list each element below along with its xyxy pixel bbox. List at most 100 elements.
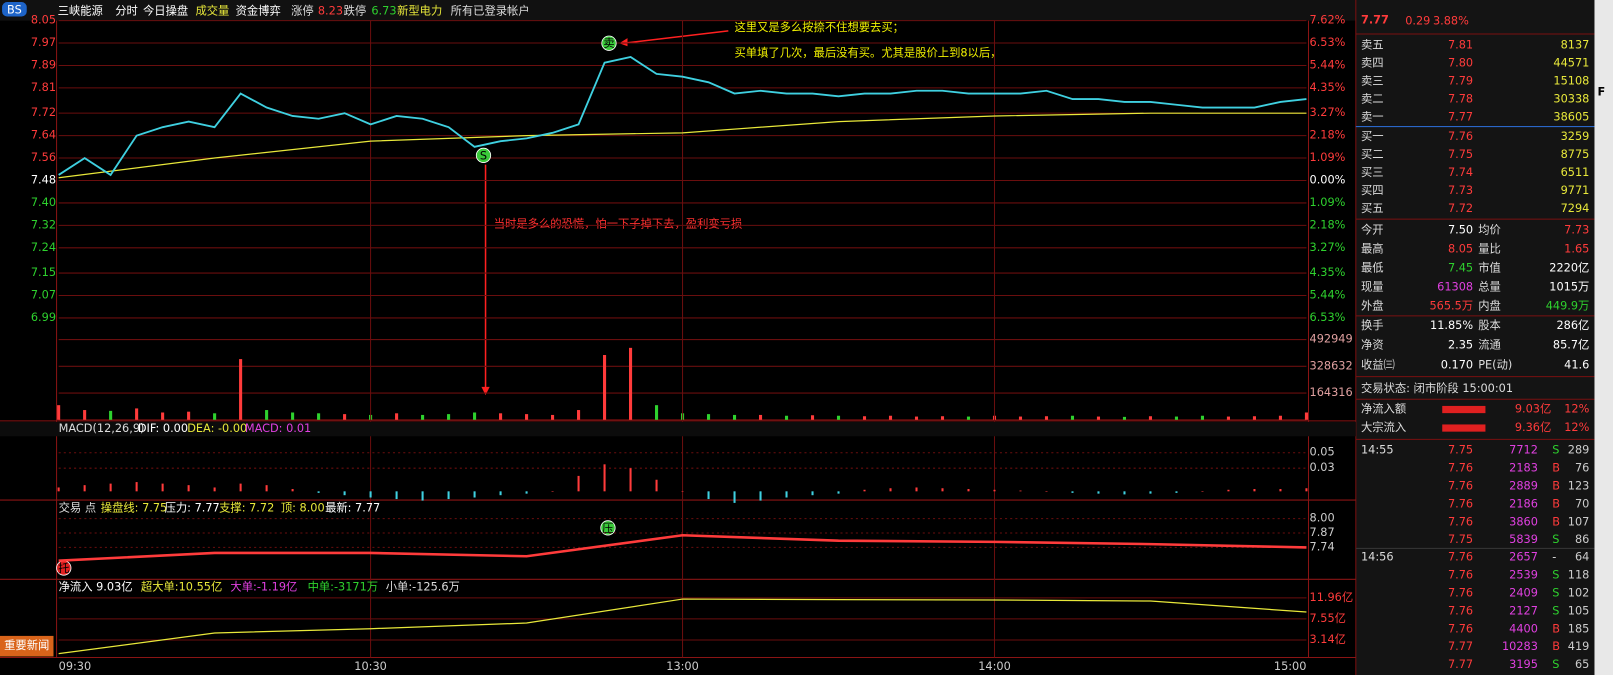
volume-bar: [1122, 416, 1127, 420]
price-tick-label: 7.15: [31, 266, 56, 279]
flow-label: 净流入额: [1361, 402, 1406, 416]
stat-value: 1015万: [1549, 281, 1589, 294]
inflow-tick-label: 7.55亿: [1310, 612, 1346, 625]
macd-bar: [915, 487, 918, 492]
book-volume: 30338: [1553, 92, 1589, 105]
stat-label: 均价: [1478, 223, 1501, 236]
inflow-item: 大单:-1.19亿: [230, 580, 297, 594]
marker-label: 压: [602, 522, 613, 535]
macd-title: MACD(12,26,9): [59, 422, 145, 435]
book-price: 7.74: [1448, 166, 1473, 179]
stat-value: 1.65: [1564, 243, 1589, 256]
stat-label: 内盘: [1478, 299, 1501, 313]
tick-volume: 2183: [1509, 462, 1538, 475]
price-tick-label: 7.24: [31, 241, 56, 254]
macd-bar: [83, 485, 86, 492]
volume-bar: [551, 414, 555, 420]
book-price: 7.76: [1448, 130, 1473, 143]
book-label: 卖三: [1361, 74, 1384, 87]
volume-bar: [940, 416, 945, 420]
volume-bar: [317, 413, 321, 420]
pct-tick-label: 6.53%: [1310, 36, 1346, 49]
tick-price: 7.76: [1448, 462, 1473, 475]
quote-price: 7.77: [1361, 14, 1389, 27]
book-label: 卖五: [1361, 38, 1384, 51]
tab[interactable]: 成交量: [195, 3, 229, 17]
tick-price: 7.76: [1448, 515, 1473, 528]
tick-side: S: [1552, 604, 1559, 617]
tick-time: 14:55: [1361, 444, 1394, 457]
volume-bar: [914, 416, 919, 420]
volume-bar: [213, 413, 217, 420]
book-price: 7.72: [1448, 202, 1473, 215]
macd-bar: [629, 468, 632, 492]
macd-bar: [265, 485, 268, 492]
pct-tick-label: 5.44%: [1310, 58, 1346, 71]
stat-label: 收益㈢: [1361, 357, 1395, 371]
stat-value: 7.73: [1564, 223, 1589, 236]
macd-bar: [733, 491, 736, 503]
stat-value: 0.170: [1441, 358, 1473, 371]
macd-bar: [291, 489, 294, 492]
book-label: 卖一: [1361, 110, 1384, 123]
tab[interactable]: 今日操盘: [143, 3, 188, 17]
trade-title: 交易 点: [59, 500, 96, 514]
book-price: 7.79: [1448, 74, 1473, 87]
tick-price: 7.76: [1448, 497, 1473, 510]
tab[interactable]: 资金博弈: [236, 3, 281, 17]
book-label: 买四: [1361, 184, 1384, 197]
marker: [601, 35, 617, 51]
pct-tick-label: 3.27%: [1310, 241, 1346, 254]
volume-bar: [395, 413, 399, 420]
volume-bar: [421, 414, 425, 420]
flow-pct: 12%: [1564, 403, 1589, 416]
inflow-item: 小单:-125.6万: [386, 581, 460, 594]
price-tick-label: 7.07: [31, 289, 56, 302]
price-line: [58, 56, 1307, 177]
tick-price: 7.76: [1448, 479, 1473, 492]
pct-tick-label: 1.09%: [1310, 151, 1346, 164]
sector[interactable]: 新型电力: [397, 3, 442, 17]
tick-volume: 2186: [1509, 497, 1538, 510]
stat-label: 量比: [1478, 243, 1501, 256]
price-tick-label: 7.32: [31, 218, 56, 231]
trade-item: 顶: 8.00: [281, 501, 325, 514]
macd-bar: [993, 489, 996, 492]
trade-tick-label: 7.74: [1310, 540, 1335, 553]
tick-price: 7.76: [1448, 569, 1473, 582]
tab[interactable]: 分时: [115, 4, 138, 17]
badge[interactable]: [2, 2, 27, 17]
tick-count: 76: [1575, 462, 1589, 475]
macd-bar: [213, 487, 216, 492]
stock-name[interactable]: 三峡能源: [58, 3, 103, 17]
stat-label: 净资: [1361, 338, 1384, 352]
tick-count: 64: [1575, 551, 1589, 564]
macd-bar: [941, 488, 944, 492]
top-bar: [0, 0, 1358, 21]
tick-count: 118: [1568, 569, 1590, 582]
news-button[interactable]: [0, 635, 54, 657]
tick-count: 289: [1568, 444, 1590, 457]
book-volume: 8137: [1561, 38, 1590, 51]
macd-bar: [1071, 491, 1074, 493]
inflow-item: 超大单:10.55亿: [141, 580, 222, 594]
volume-bar: [1278, 415, 1282, 420]
stat-value: 565.5万: [1429, 300, 1473, 313]
macd-bar: [447, 491, 450, 500]
volume-bar: [447, 414, 451, 420]
trade-item: 压力: 7.77: [165, 501, 220, 514]
time-label: 09:30: [59, 660, 92, 673]
macd-bar: [837, 491, 840, 494]
limit-up: 8.23: [318, 4, 343, 17]
tick-volume: 2539: [1509, 569, 1538, 582]
price-tick-label: 6.99: [31, 311, 56, 324]
tick-count: 102: [1568, 587, 1590, 600]
volume-bar: [758, 414, 763, 420]
pct-tick-label: 2.18%: [1310, 218, 1346, 231]
trade-item: 操盘线: 7.75: [101, 500, 167, 514]
trade-status: 交易状态: 闭市阶段 15:00:01: [1361, 381, 1513, 395]
tick-volume: 4400: [1509, 622, 1538, 635]
account[interactable]: 所有已登录帐户: [451, 3, 530, 17]
